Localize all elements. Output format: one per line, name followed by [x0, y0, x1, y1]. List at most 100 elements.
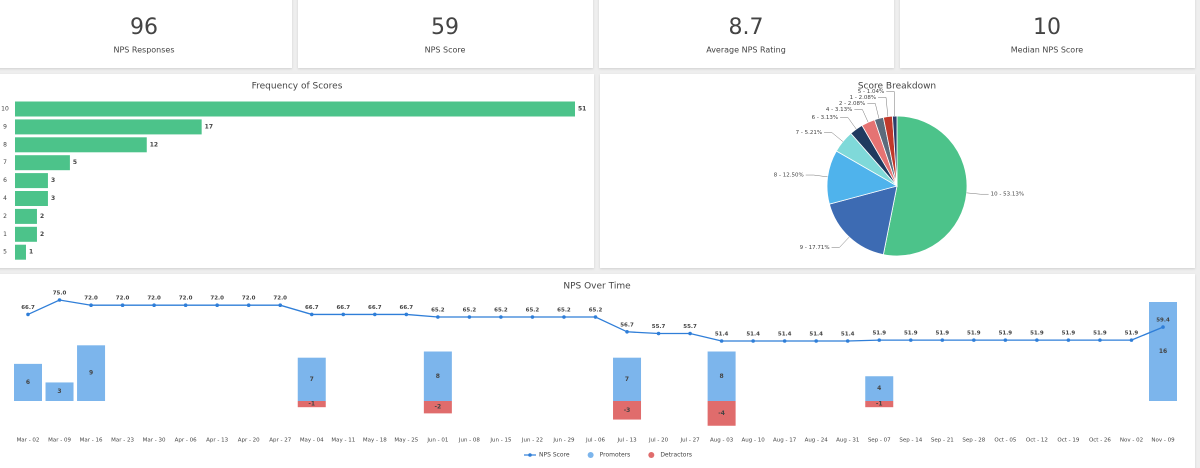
x-tick-label: Jul - 06	[585, 438, 606, 444]
point	[120, 303, 125, 308]
point	[26, 312, 30, 317]
data-label: 2	[40, 213, 44, 220]
bar	[77, 345, 106, 401]
point	[908, 338, 913, 342]
data-label: 65.2	[589, 308, 603, 314]
data-label: 55.7	[683, 324, 697, 330]
x-tick-label: May - 04	[300, 438, 324, 444]
data-label: 66.7	[305, 305, 319, 311]
data-label: 8	[720, 373, 724, 380]
data-label: 51.9	[999, 331, 1013, 337]
data-label: 51.4	[715, 332, 729, 338]
data-label: 51.9	[1093, 331, 1107, 337]
chart-title: Score Breakdown	[858, 82, 936, 92]
x-tick-label: Apr - 20	[238, 438, 260, 444]
data-label: -4	[718, 410, 725, 417]
bar	[707, 401, 736, 426]
point	[688, 331, 692, 336]
kpi-card	[599, 0, 894, 68]
bar	[15, 226, 37, 242]
kpi-value: 96	[130, 15, 158, 40]
leader-line	[854, 109, 869, 123]
point	[562, 315, 566, 319]
point	[625, 329, 629, 334]
point	[1003, 338, 1008, 342]
point	[1035, 338, 1039, 342]
data-label: -2	[435, 404, 442, 411]
data-label: 12	[150, 141, 158, 148]
point	[309, 312, 314, 317]
x-tick-label: Mar - 09	[48, 438, 71, 444]
x-tick-label: May - 11	[331, 438, 355, 444]
kpi-value: 8.7	[729, 15, 764, 40]
chart-title: NPS Over Time	[563, 282, 631, 292]
data-label: 51.9	[967, 331, 981, 337]
kpi-label: Average NPS Rating	[706, 46, 786, 55]
data-label: 75.0	[53, 291, 67, 297]
data-label: 72.0	[210, 296, 224, 302]
kpi-label: NPS Responses	[113, 46, 174, 55]
point	[467, 315, 472, 319]
point	[436, 315, 440, 319]
bar	[15, 173, 48, 189]
data-label: 59.4	[1156, 318, 1170, 324]
bar	[15, 208, 37, 224]
data-label: -1	[308, 401, 315, 408]
kpi-label: NPS Score	[425, 46, 466, 55]
leader-line	[805, 174, 828, 178]
x-tick-label: Aug - 03	[710, 438, 734, 444]
pie-slice	[828, 185, 898, 256]
pie-label: 6 - 3.13%	[812, 115, 838, 121]
point	[877, 338, 882, 342]
data-label: 6	[26, 379, 30, 386]
kpi-value: 10	[1033, 15, 1061, 40]
y-tick-label: 8	[3, 141, 7, 148]
pie-label: 8 - 12.50%	[774, 173, 804, 179]
data-label: 66.7	[400, 305, 414, 311]
data-label: 55.7	[652, 324, 666, 330]
x-tick-label: Mar - 23	[111, 438, 134, 444]
data-label: 66.7	[368, 305, 382, 311]
point	[1066, 338, 1071, 342]
x-tick-label: Oct - 12	[1026, 438, 1048, 444]
pie-label: 5 - 1.04%	[858, 89, 884, 95]
point	[89, 303, 93, 308]
data-label: 66.7	[336, 305, 350, 311]
kpi-value: 59	[431, 15, 459, 40]
x-tick-label: Sep - 14	[899, 438, 922, 444]
bar	[1149, 302, 1177, 401]
point	[719, 339, 724, 343]
data-label: 51.4	[746, 332, 760, 338]
data-label: 72.0	[179, 296, 193, 302]
point	[782, 339, 787, 343]
point	[246, 303, 251, 308]
point	[1129, 338, 1134, 342]
leader-line	[867, 103, 880, 119]
data-label: 51	[578, 106, 586, 113]
x-tick-label: Apr - 27	[269, 438, 291, 444]
x-tick-label: Sep - 28	[962, 438, 985, 444]
point	[1161, 325, 1165, 329]
x-tick-label: Apr - 06	[175, 438, 197, 444]
point	[183, 303, 188, 308]
data-label: 66.7	[21, 305, 35, 311]
data-label: -1	[876, 401, 883, 408]
y-tick-label: 4	[3, 195, 7, 202]
y-tick-label: 5	[3, 249, 7, 256]
bar	[707, 351, 736, 401]
data-label: 7	[625, 376, 629, 383]
legend-label: Promoters	[600, 452, 631, 459]
x-tick-label: Oct - 05	[994, 438, 1016, 444]
point	[940, 338, 945, 342]
kpi-card	[900, 0, 1195, 68]
data-label: 56.7	[620, 322, 634, 328]
data-label: 51.9	[1062, 331, 1076, 337]
legend-marker	[648, 452, 655, 458]
pie-label: 4 - 3.13%	[826, 107, 852, 113]
data-label: 5	[73, 159, 77, 166]
point	[814, 339, 818, 343]
x-tick-label: Jul - 13	[616, 438, 637, 444]
data-label: 51.4	[809, 332, 823, 338]
x-tick-label: Jun - 29	[552, 438, 575, 444]
